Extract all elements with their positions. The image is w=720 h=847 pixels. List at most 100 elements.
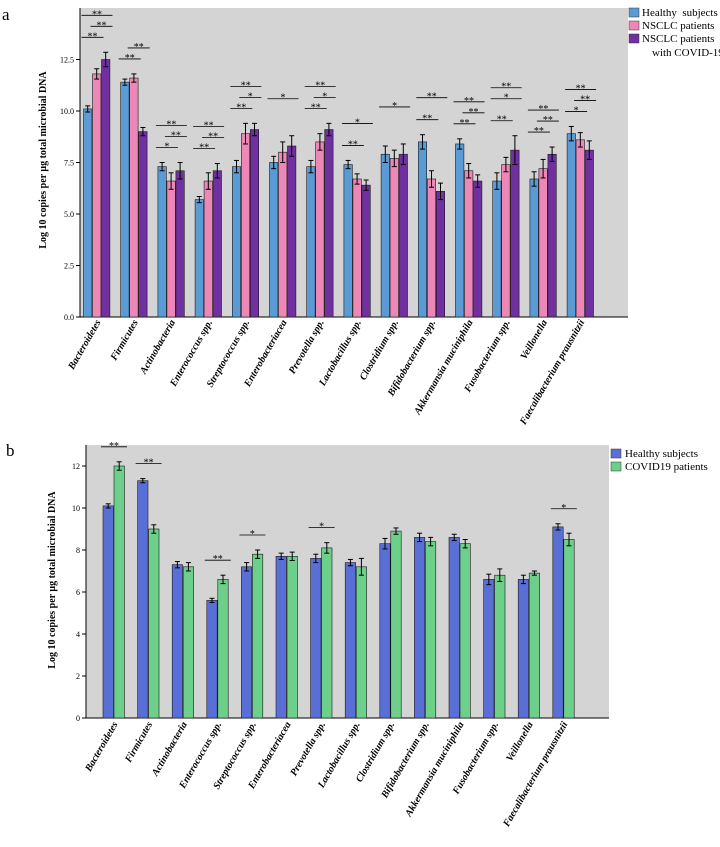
category-label: Veillonella bbox=[519, 318, 550, 362]
significance-stars: ** bbox=[199, 143, 209, 154]
legend-a-label-2: NSCLC patients with COVID-19 bbox=[642, 33, 720, 59]
y-tick-label: 6 bbox=[76, 588, 80, 597]
bar bbox=[538, 168, 548, 318]
significance-stars: ** bbox=[460, 118, 470, 129]
legend-b-swatch-0 bbox=[610, 448, 622, 459]
legend-a-swatch-2 bbox=[628, 33, 640, 44]
category-label: Faecalibacterium prausnitzii bbox=[501, 720, 571, 830]
bar bbox=[390, 530, 402, 719]
bar bbox=[278, 151, 288, 318]
bar bbox=[584, 149, 594, 318]
panel-a-letter: a bbox=[2, 5, 10, 24]
significance-stars: ** bbox=[576, 83, 586, 94]
significance-stars: ** bbox=[315, 80, 325, 91]
bar bbox=[435, 191, 445, 318]
legend-b-swatch-1 bbox=[610, 461, 622, 472]
significance-stars: ** bbox=[543, 115, 553, 126]
panel-a: a Log 10 copies per μg total microbial D… bbox=[2, 5, 720, 428]
significance-stars: ** bbox=[144, 458, 154, 469]
significance-stars: ** bbox=[580, 94, 590, 105]
bar bbox=[241, 133, 251, 318]
y-tick-label: 12 bbox=[72, 462, 80, 471]
bar bbox=[83, 108, 93, 318]
bar bbox=[473, 180, 483, 318]
significance-stars: * bbox=[355, 117, 360, 128]
bar bbox=[286, 555, 298, 719]
bar bbox=[324, 129, 334, 318]
bar bbox=[448, 537, 460, 719]
y-axis-label-a: Log 10 copies per μg total microbial DNA bbox=[38, 71, 49, 249]
bar bbox=[492, 180, 502, 318]
y-tick-label: 4 bbox=[76, 630, 80, 639]
significance-stars: ** bbox=[109, 441, 119, 452]
bar bbox=[510, 149, 520, 318]
bar bbox=[166, 180, 176, 318]
significance-stars: * bbox=[322, 91, 327, 102]
y-tick-label: 5.0 bbox=[64, 210, 74, 219]
bar bbox=[343, 164, 353, 318]
bar bbox=[212, 170, 222, 318]
bar bbox=[426, 178, 436, 318]
y-ticks-a: 0.0 2.5 5.0 7.5 10.0 12.5 bbox=[60, 56, 80, 322]
bar bbox=[501, 164, 511, 318]
legend-a-label-2-line2: with COVID-19 bbox=[652, 47, 720, 59]
category-labels-b: Bacteroidetes FirmicutesActinobacteriaEnt… bbox=[83, 720, 571, 830]
bar bbox=[194, 199, 204, 318]
category-label: Bacteroidetes bbox=[66, 318, 104, 373]
bar bbox=[344, 562, 356, 719]
bar bbox=[175, 170, 185, 318]
significance-stars: ** bbox=[348, 139, 358, 150]
bar bbox=[275, 555, 287, 719]
bar bbox=[129, 77, 139, 318]
significance-stars: ** bbox=[134, 42, 144, 53]
significance-stars: ** bbox=[311, 102, 321, 113]
significance-stars: ** bbox=[236, 102, 246, 113]
legend-a: Healthy subjects NSCLC patients NSCLC pa… bbox=[628, 7, 720, 59]
significance-stars: ** bbox=[501, 82, 511, 93]
bar bbox=[494, 574, 506, 719]
significance-stars: ** bbox=[208, 132, 218, 143]
bar bbox=[182, 566, 194, 719]
significance-stars: * bbox=[561, 503, 566, 514]
significance-stars: ** bbox=[534, 126, 544, 137]
bar bbox=[398, 153, 408, 318]
bar bbox=[206, 600, 218, 719]
legend-a-label-1: NSCLC patients bbox=[642, 20, 714, 32]
legend-b: Healthy subjects COVID19 patients bbox=[610, 448, 708, 473]
bar bbox=[138, 131, 148, 318]
significance-stars: * bbox=[164, 142, 169, 153]
significance-stars: ** bbox=[92, 9, 102, 20]
y-ticks-b: 0 2 4 6 8 10 12 bbox=[72, 462, 86, 723]
panel-b: b Log 10 copies per μg total microbial D… bbox=[6, 441, 708, 830]
bar bbox=[137, 480, 149, 719]
bar bbox=[380, 153, 390, 318]
bar bbox=[563, 539, 575, 719]
y-tick-label: 0 bbox=[76, 714, 80, 723]
category-label: Faecalibacterium prausnitzii bbox=[518, 318, 588, 428]
significance-stars: ** bbox=[469, 107, 479, 118]
bar bbox=[241, 566, 253, 719]
bar bbox=[575, 139, 585, 318]
significance-stars: ** bbox=[88, 31, 98, 42]
y-tick-label: 10 bbox=[72, 504, 80, 513]
bar bbox=[355, 566, 367, 719]
significance-stars: ** bbox=[497, 115, 507, 126]
significance-stars: ** bbox=[166, 120, 176, 131]
bar bbox=[459, 543, 471, 719]
bar bbox=[321, 547, 333, 719]
category-label: Bacteroidetes bbox=[83, 720, 121, 775]
y-tick-label: 8 bbox=[76, 546, 80, 555]
significance-stars: ** bbox=[241, 80, 251, 91]
y-tick-label: 12.5 bbox=[60, 56, 74, 65]
category-label: Veillonella bbox=[504, 720, 535, 764]
legend-b-label-1: COVID19 patients bbox=[625, 461, 708, 473]
bar bbox=[352, 178, 362, 318]
bar bbox=[120, 81, 130, 318]
bar bbox=[203, 180, 213, 318]
bar bbox=[455, 143, 465, 318]
bar bbox=[252, 553, 264, 719]
bar bbox=[417, 141, 427, 318]
category-label: Actinobacteria bbox=[149, 720, 189, 779]
category-label: Clostridium spp. bbox=[358, 318, 401, 382]
panel-b-letter: b bbox=[6, 441, 15, 460]
